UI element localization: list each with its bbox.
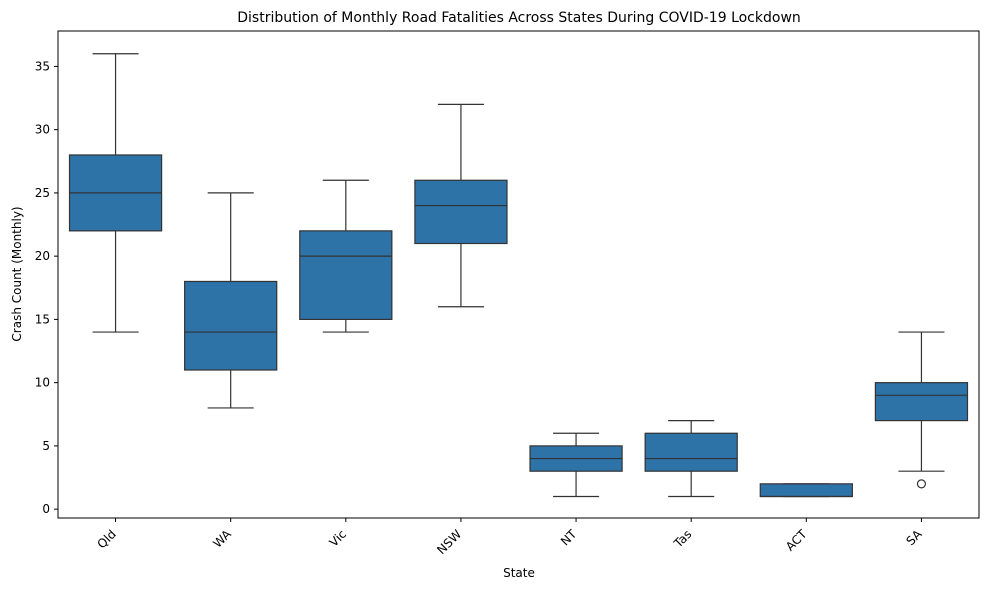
y-tick-label: 25 (35, 186, 50, 200)
box-nt (529, 432, 623, 498)
box-sa (874, 331, 969, 489)
box-series (68, 53, 969, 498)
x-tick-label: NSW (434, 527, 464, 557)
chart-title: Distribution of Monthly Road Fatalities … (237, 10, 801, 26)
outlier-point (916, 479, 927, 489)
x-axis: Qld WA Vic NSW NT Tas ACT SA (95, 518, 925, 557)
plot-area-frame (57, 30, 980, 519)
iqr-box (644, 432, 738, 472)
box-vic (299, 179, 393, 333)
y-tick-label: 0 (42, 502, 50, 516)
x-axis-label: State (503, 566, 535, 580)
iqr-box (299, 230, 393, 321)
box-act (759, 483, 853, 498)
iqr-box (414, 179, 508, 245)
y-tick-label: 15 (35, 312, 50, 326)
x-tick-label: WA (210, 526, 234, 550)
box-wa (184, 192, 278, 409)
x-tick-label: SA (903, 527, 925, 549)
y-axis-label: Crash Count (Monthly) (10, 206, 24, 341)
iqr-box (874, 382, 969, 422)
iqr-box (184, 280, 278, 371)
iqr-box (759, 483, 853, 498)
y-tick-label: 10 (35, 376, 50, 390)
y-tick-label: 35 (35, 59, 50, 73)
box-nsw (414, 103, 508, 308)
y-tick-label: 20 (35, 249, 50, 263)
x-tick-label: Vic (327, 527, 350, 550)
x-tick-label: NT (558, 527, 580, 549)
x-tick-label: Qld (95, 527, 119, 551)
y-tick-label: 30 (35, 123, 50, 137)
x-tick-label: Tas (670, 527, 694, 551)
y-tick-label: 5 (42, 439, 50, 453)
box-tas (644, 420, 738, 498)
x-tick-label: ACT (783, 527, 810, 554)
box-qld (68, 53, 163, 333)
y-axis: 0 5 10 15 20 25 30 35 (35, 59, 58, 516)
